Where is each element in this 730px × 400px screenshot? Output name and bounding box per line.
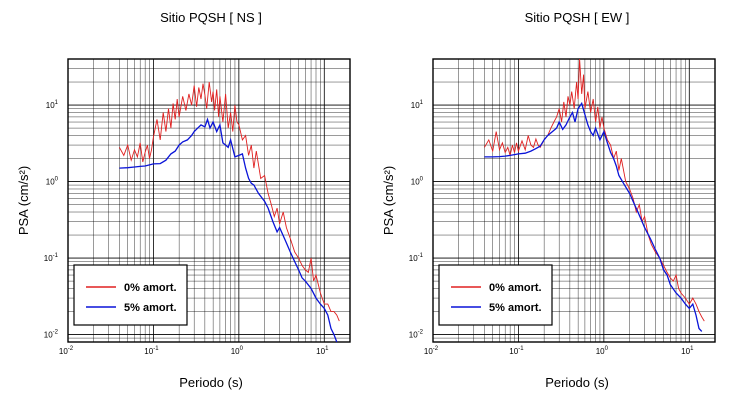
- series-line-5pct: [119, 117, 338, 343]
- legend-box: [438, 264, 553, 326]
- y-tick-exponent: 1: [55, 100, 59, 106]
- y-tick-exponent: -1: [418, 253, 424, 259]
- x-tick-exponent: 1: [690, 346, 694, 352]
- y-tick-exponent: 0: [55, 177, 59, 183]
- y-tick-label: 10-2: [409, 330, 424, 340]
- x-tick-label: 10-1: [509, 346, 524, 356]
- x-tick-label: 10-1: [144, 346, 159, 356]
- y-tick-label: 100: [46, 177, 59, 187]
- series-line-0pct: [484, 58, 705, 322]
- x-tick-label: 10-2: [59, 346, 74, 356]
- y-tick-label: 101: [411, 100, 424, 110]
- y-tick-label: 10-2: [44, 330, 59, 340]
- x-tick-exponent: 0: [240, 346, 244, 352]
- x-tick-exponent: -1: [518, 346, 524, 352]
- x-tick-label: 100: [231, 346, 244, 356]
- y-tick-exponent: -2: [53, 330, 59, 336]
- x-tick-label: 101: [316, 346, 329, 356]
- x-tick-exponent: -1: [153, 346, 159, 352]
- x-tick-exponent: 0: [605, 346, 609, 352]
- x-tick-exponent: -2: [433, 346, 439, 352]
- legend-label: 5% amort.: [124, 302, 177, 314]
- y-tick-label: 100: [411, 177, 424, 187]
- plot-frame: [67, 58, 351, 343]
- chart-title: Sitio PQSH [ EW ]: [525, 10, 630, 25]
- legend-box: [73, 264, 188, 326]
- series-line-5pct: [484, 101, 703, 332]
- x-axis-label: Periodo (s): [179, 375, 243, 390]
- x-tick-exponent: -2: [68, 346, 74, 352]
- legend-label: 0% amort.: [489, 282, 542, 294]
- y-tick-label: 10-1: [44, 253, 59, 263]
- plot-frame: [432, 58, 716, 343]
- y-tick-exponent: 1: [420, 100, 424, 106]
- y-axis-label: PSA (cm/s²): [381, 166, 396, 235]
- x-tick-label: 100: [596, 346, 609, 356]
- x-tick-label: 10-2: [424, 346, 439, 356]
- legend: 0% amort. 5% amort.: [438, 264, 553, 326]
- y-tick-label: 101: [46, 100, 59, 110]
- legend-label: 0% amort.: [124, 282, 177, 294]
- x-axis-label: Periodo (s): [545, 375, 609, 390]
- y-tick-exponent: 0: [420, 177, 424, 183]
- x-tick-exponent: 1: [325, 346, 329, 352]
- legend: 0% amort. 5% amort.: [73, 264, 188, 326]
- chart-title: Sitio PQSH [ NS ]: [160, 10, 262, 25]
- x-tick-label: 101: [681, 346, 694, 356]
- grid-2: [432, 58, 716, 343]
- grid-1: [67, 58, 351, 343]
- series-line-0pct: [119, 81, 340, 322]
- legend-label: 5% amort.: [489, 302, 542, 314]
- y-axis-label: PSA (cm/s²): [16, 166, 31, 235]
- y-tick-exponent: -1: [53, 253, 59, 259]
- y-tick-label: 10-1: [409, 253, 424, 263]
- y-tick-exponent: -2: [418, 330, 424, 336]
